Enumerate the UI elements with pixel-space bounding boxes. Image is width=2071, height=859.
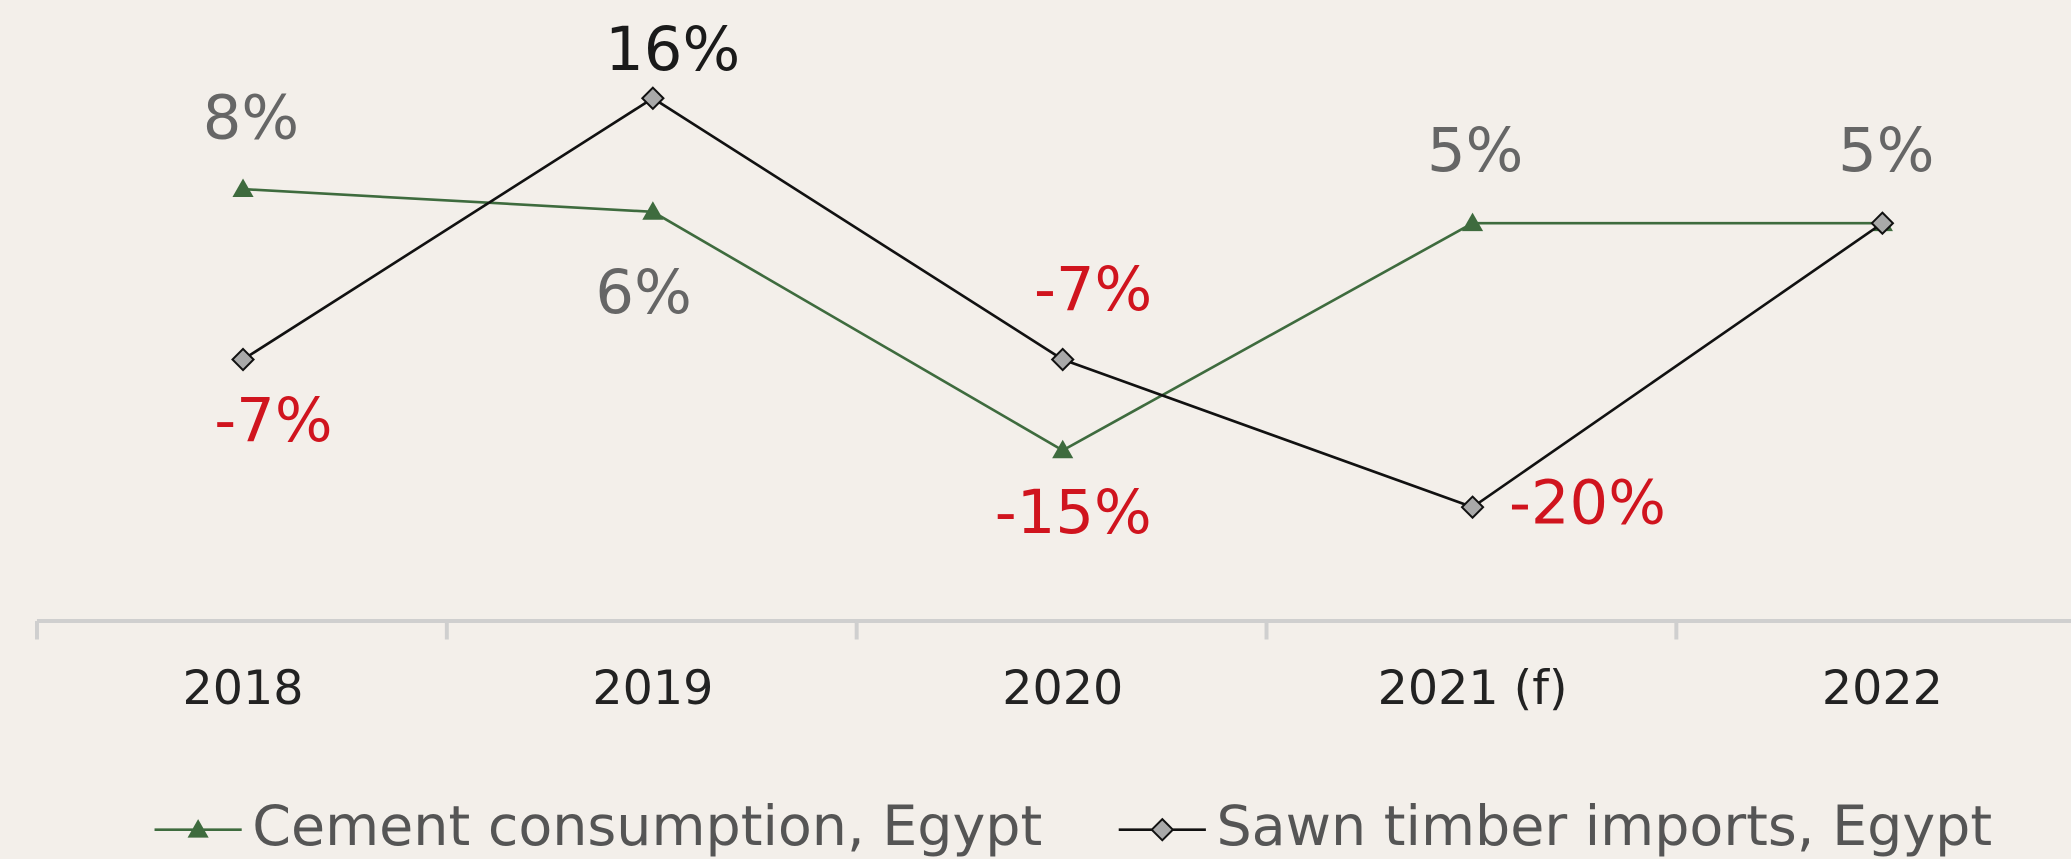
marker bbox=[1052, 439, 1074, 459]
data-label: -15% bbox=[995, 478, 1152, 548]
x-tick-label: 2019 bbox=[592, 661, 713, 716]
x-tick-label: 2022 bbox=[1822, 661, 1943, 716]
marker bbox=[231, 347, 255, 372]
x-tick-label: 2021 (f) bbox=[1378, 661, 1568, 716]
x-tick-label: 2018 bbox=[183, 661, 304, 716]
marker bbox=[232, 178, 254, 198]
marker bbox=[640, 86, 665, 111]
marker bbox=[1870, 211, 1895, 236]
x-tick-label: 2020 bbox=[1002, 661, 1123, 716]
marker bbox=[1050, 347, 1075, 372]
marker bbox=[1150, 817, 1175, 842]
marker bbox=[187, 819, 209, 838]
series: -7% 16% -7% -20% bbox=[214, 15, 1895, 539]
legend-item: Sawn timber imports, Egypt bbox=[1118, 795, 1992, 859]
marker bbox=[642, 201, 664, 220]
legend-item: Cement consumption, Egypt bbox=[154, 795, 1042, 859]
legend-label: Sawn timber imports, Egypt bbox=[1216, 795, 1992, 859]
marker bbox=[1460, 495, 1485, 520]
data-label: 5% bbox=[1838, 116, 1934, 186]
data-label: -7% bbox=[214, 386, 332, 456]
data-label: 6% bbox=[595, 258, 691, 328]
marker bbox=[1461, 212, 1484, 232]
data-label: -20% bbox=[1509, 469, 1666, 539]
data-label: -7% bbox=[1034, 255, 1152, 325]
data-label: 16% bbox=[605, 15, 740, 85]
data-label: 8% bbox=[203, 83, 299, 153]
data-label: 5% bbox=[1427, 116, 1523, 186]
legend-label: Cement consumption, Egypt bbox=[252, 795, 1042, 859]
series: 8% 6% -15% 5% 5% bbox=[203, 83, 1935, 548]
